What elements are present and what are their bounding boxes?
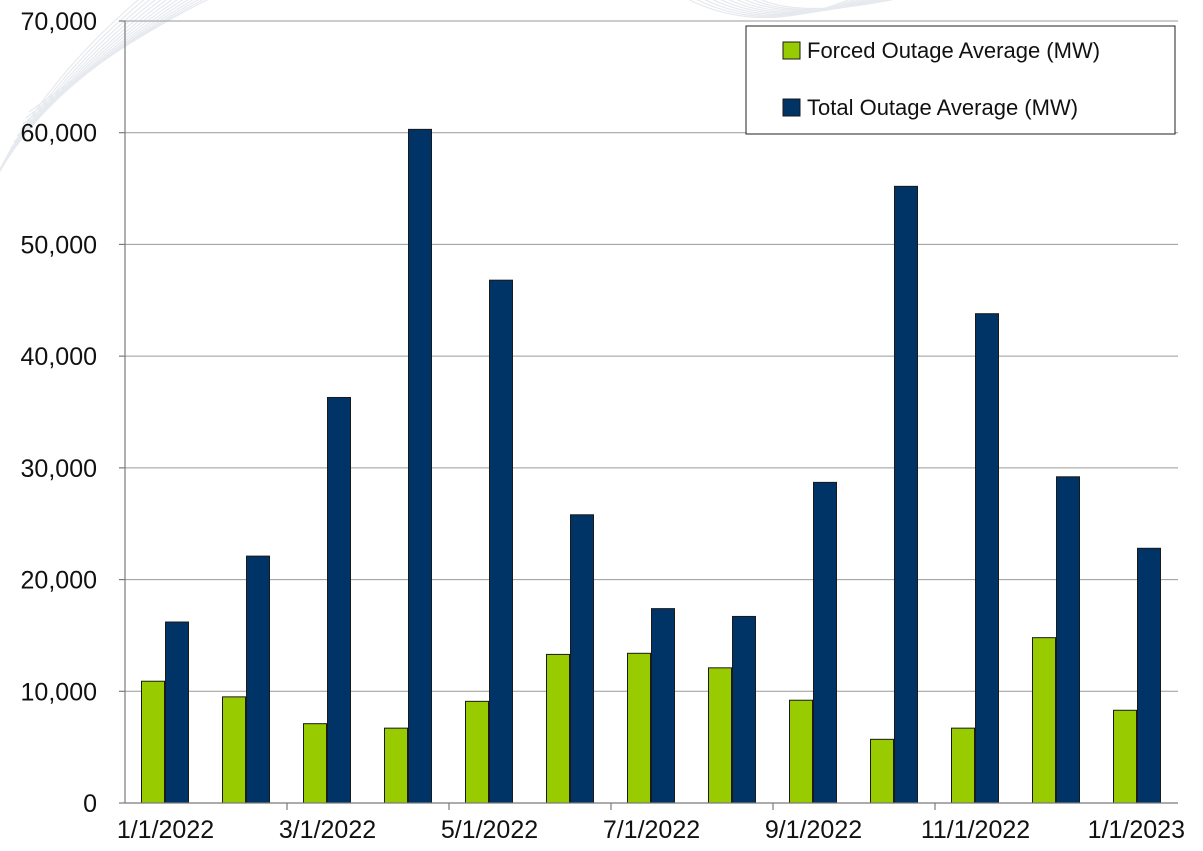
swirl-line [752,0,890,11]
bar-total-outage [327,396,351,804]
background-swirl-decoration [0,0,894,173]
bar-forced-outage [384,727,408,804]
y-tick-label: 70,000 [21,8,97,36]
bar-forced-outage [708,667,732,804]
x-tick-label: 1/1/2022 [117,816,214,844]
swirl-line [7,0,173,155]
bar-total-outage [489,279,513,804]
y-tick-label: 40,000 [21,343,97,371]
bar-total-outage [570,514,594,804]
bar-forced-outage [627,652,651,804]
y-tick-label: 60,000 [21,120,97,148]
bar-forced-outage [465,700,489,804]
x-tick-label: 9/1/2022 [765,816,862,844]
y-axis-tick-labels: 0 10,000 20,000 30,000 40,000 50,000 60,000 70,… [21,8,97,818]
bar-total-outage [165,621,189,804]
swirl-line [688,0,850,19]
y-tick-label: 50,000 [21,231,97,259]
bar-total-outage [651,608,675,804]
legend-box [745,25,1176,135]
swirl-line [760,0,894,10]
swirl-line [696,0,855,18]
legend: Forced Outage Average (MW) Total Outage … [745,25,1176,135]
swirl-line [736,0,881,13]
bar-total-outage [975,313,999,804]
y-tick-label: 10,000 [21,678,97,706]
legend-swatch-total-outage [782,98,801,117]
legend-label-total-outage: Total Outage Average (MW) [807,95,1078,120]
swirl-line [0,0,139,171]
axes [119,20,1178,810]
x-tick-label: 1/1/2023 [1088,816,1185,844]
bar-total-outage [813,481,837,804]
legend-label-forced-outage: Forced Outage Average (MW) [807,38,1100,63]
swirl-line [744,0,885,12]
swirl-line [19,0,194,131]
bar-total-outage [732,615,756,804]
bar-forced-outage [951,727,975,804]
swirl-line [720,0,871,15]
bar-forced-outage [546,653,570,804]
legend-swatch-forced-outage [782,41,801,60]
x-axis-tick-labels: 1/1/2022 3/1/2022 5/1/2022 7/1/2022 9/1/2022… [117,816,1185,844]
bar-forced-outage [789,699,813,804]
swirl-line [10,0,179,149]
swirl-line [712,0,866,16]
bar-forced-outage [303,723,327,804]
y-tick-label: 30,000 [21,455,97,483]
swirl-line [728,0,876,14]
swirl-line [704,0,861,17]
swirl-line [16,0,189,137]
bar-forced-outage [1113,709,1137,804]
bar-forced-outage [222,696,246,804]
swirl-line [13,0,184,143]
x-tick-label: 11/1/2022 [921,816,1030,844]
swirl-line [28,0,209,113]
y-tick-label: 0 [83,790,97,818]
y-tick-label: 20,000 [21,567,97,595]
bars [141,128,1161,804]
bar-forced-outage [141,680,165,804]
x-tick-label: 3/1/2022 [279,816,376,844]
bar-total-outage [408,128,432,804]
bar-total-outage [1056,476,1080,804]
bar-total-outage [1137,547,1161,804]
bar-total-outage [246,555,270,804]
x-tick-label: 7/1/2022 [603,816,700,844]
bar-forced-outage [870,738,894,804]
bar-forced-outage [1032,637,1056,804]
x-tick-label: 5/1/2022 [441,816,538,844]
bar-total-outage [894,185,918,804]
